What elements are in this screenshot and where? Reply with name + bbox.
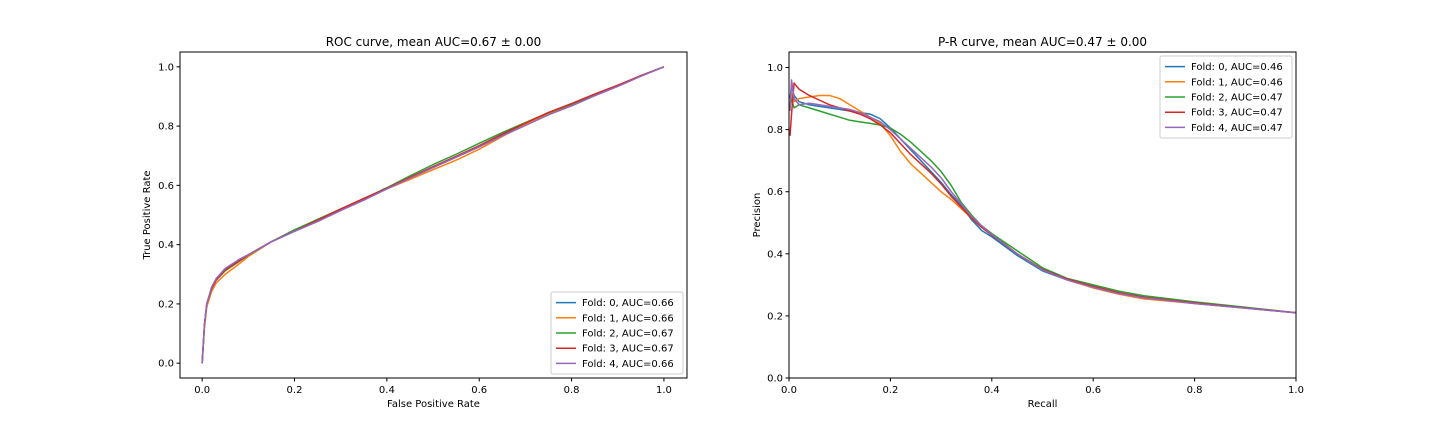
pr-x-tick-label: 0.8: [1187, 385, 1203, 396]
roc-legend-entry: Fold: 1, AUC=0.66: [582, 313, 674, 324]
roc-legend-entry: Fold: 0, AUC=0.66: [582, 298, 674, 309]
roc-x-tick-label: 0.4: [379, 385, 395, 396]
roc-y-axis-label: True Positive Rate: [142, 170, 153, 260]
roc-plot-frame: [179, 51, 688, 379]
pr-chart-title: P-R curve, mean AUC=0.47 ± 0.00: [938, 35, 1147, 49]
pr-curves: [789, 79, 1297, 314]
pr-x-tick-label: 0.0: [781, 385, 797, 396]
pr-curve-fold-3: [789, 82, 1297, 314]
pr-curve-fold-2: [789, 97, 1297, 314]
pr-legend-entry: Fold: 4, AUC=0.47: [1191, 123, 1283, 134]
pr-y-tick-label: 0.6: [767, 187, 783, 198]
roc-x-tick-label: 0.2: [287, 385, 303, 396]
pr-y-tick-label: 0.0: [767, 374, 783, 385]
pr-y-tick-label: 0.2: [767, 311, 783, 322]
roc-legend-entry: Fold: 2, AUC=0.67: [582, 329, 674, 340]
pr-x-axis-label: Recall: [1028, 399, 1058, 410]
pr-x-ticks: 0.0 0.2 0.4 0.6 0.8 1.0: [781, 378, 1304, 396]
roc-x-tick-label: 0.0: [194, 385, 210, 396]
pr-legend-entry: Fold: 1, AUC=0.46: [1191, 77, 1283, 88]
roc-legend-box: [550, 291, 684, 375]
roc-x-tick-label: 0.6: [471, 385, 487, 396]
pr-x-tick-label: 1.0: [1288, 385, 1304, 396]
roc-x-axis-label: False Positive Rate: [387, 399, 480, 410]
pr-y-tick-label: 0.8: [767, 125, 783, 136]
roc-x-ticks: 0.0 0.2 0.4 0.6 0.8 1.0: [194, 378, 672, 396]
pr-x-tick-label: 0.6: [1085, 385, 1101, 396]
pr-curve-fold-4: [789, 79, 1297, 314]
pr-y-tick-label: 0.4: [767, 249, 783, 260]
roc-chart: ROC curve, mean AUC=0.67 ± 0.00 0.0 0.2 0.…: [142, 35, 688, 410]
pr-legend-box: [1159, 55, 1293, 139]
pr-legend: Fold: 0, AUC=0.46 Fold: 1, AUC=0.46 Fold: …: [1159, 55, 1293, 139]
pr-plot-frame: [788, 51, 1297, 379]
roc-y-tick-label: 0.0: [158, 359, 174, 370]
roc-y-tick-label: 0.4: [158, 240, 174, 251]
roc-x-tick-label: 1.0: [656, 385, 672, 396]
roc-legend-entry: Fold: 3, AUC=0.67: [582, 344, 674, 355]
roc-curves: [201, 66, 665, 364]
roc-y-ticks: 0.0 0.2 0.4 0.6 0.8 1.0: [158, 62, 180, 370]
roc-y-tick-label: 0.2: [158, 299, 174, 310]
roc-legend: Fold: 0, AUC=0.66 Fold: 1, AUC=0.66 Fold: …: [550, 291, 684, 375]
pr-x-tick-label: 0.2: [882, 385, 898, 396]
pr-y-tick-label: 1.0: [767, 63, 783, 74]
pr-legend-entry: Fold: 0, AUC=0.46: [1191, 62, 1283, 73]
roc-x-tick-label: 0.8: [564, 385, 580, 396]
pr-y-axis-label: Precision: [752, 193, 763, 238]
pr-chart: P-R curve, mean AUC=0.47 ± 0.00 0.0 0.2 0.…: [752, 35, 1304, 410]
roc-y-tick-label: 1.0: [158, 62, 174, 73]
pr-legend-entry: Fold: 2, AUC=0.47: [1191, 93, 1283, 104]
roc-y-tick-label: 0.8: [158, 122, 174, 133]
roc-curve-fold-4: [201, 66, 665, 364]
roc-y-tick-label: 0.6: [158, 181, 174, 192]
roc-curve-fold-3: [201, 66, 665, 364]
roc-chart-title: ROC curve, mean AUC=0.67 ± 0.00: [326, 35, 542, 49]
pr-x-tick-label: 0.4: [984, 385, 1000, 396]
roc-legend-entry: Fold: 4, AUC=0.66: [582, 359, 674, 370]
pr-y-ticks: 0.0 0.2 0.4 0.6 0.8 1.0: [767, 63, 789, 385]
pr-legend-entry: Fold: 3, AUC=0.47: [1191, 108, 1283, 119]
